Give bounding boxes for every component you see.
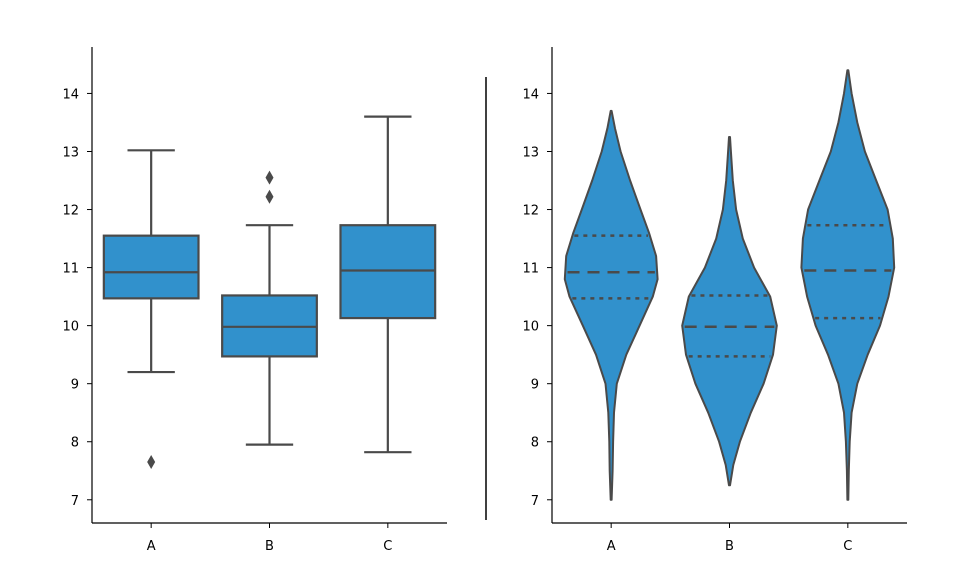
box-A <box>102 234 200 300</box>
violin-B <box>681 136 778 487</box>
outlier-point <box>147 455 156 470</box>
y-tick-label: 7 <box>71 494 79 509</box>
y-tick-label: 13 <box>522 145 539 160</box>
boxplot-panel: 7 8 9 10 11 12 13 14 A B C <box>62 47 447 554</box>
y-tick-label: 12 <box>522 204 539 219</box>
y-tick-label: 14 <box>62 87 79 102</box>
violinplot-panel: 7 8 9 10 11 12 13 14 A B C <box>522 47 907 554</box>
y-tick-label: 11 <box>62 262 79 277</box>
outlier-point <box>265 189 274 204</box>
y-tick-label: 11 <box>522 262 539 277</box>
y-tick-label: 9 <box>71 378 79 393</box>
y-tick-label: 13 <box>62 145 79 160</box>
y-tick-label: 7 <box>531 494 539 509</box>
y-tick-label: 10 <box>62 320 79 335</box>
x-tick-label: B <box>725 539 734 554</box>
y-tick-label: 8 <box>531 436 539 451</box>
y-tick-label: 9 <box>531 378 539 393</box>
x-tick-label: A <box>607 539 616 554</box>
x-tick-label: C <box>383 539 392 554</box>
y-tick-label: 12 <box>62 204 79 219</box>
outlier-point <box>265 170 274 185</box>
x-tick-label: C <box>843 539 852 554</box>
x-tick-label: A <box>147 539 156 554</box>
x-tick-label: B <box>265 539 274 554</box>
y-tick-label: 10 <box>522 320 539 335</box>
y-tick-label: 8 <box>71 436 79 451</box>
box-C <box>339 224 437 320</box>
y-tick-label: 14 <box>522 87 539 102</box>
violin-A <box>563 109 659 501</box>
violin-C <box>800 69 896 501</box>
